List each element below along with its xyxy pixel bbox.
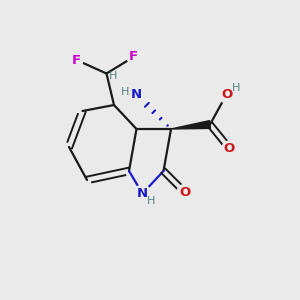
Circle shape [134, 185, 151, 202]
Circle shape [70, 53, 83, 67]
Circle shape [218, 86, 235, 103]
Text: H: H [232, 83, 240, 93]
Polygon shape [171, 121, 210, 129]
Text: F: F [129, 50, 138, 64]
Text: N: N [137, 187, 148, 200]
Circle shape [177, 184, 192, 200]
Text: O: O [179, 185, 190, 199]
Circle shape [128, 85, 146, 103]
Text: H: H [147, 196, 155, 206]
Circle shape [127, 50, 140, 64]
Text: O: O [224, 142, 235, 155]
Text: N: N [131, 88, 142, 101]
Circle shape [222, 141, 237, 156]
Text: O: O [221, 88, 232, 101]
Text: F: F [72, 53, 81, 67]
Text: H: H [121, 86, 129, 97]
Text: H: H [109, 71, 117, 81]
